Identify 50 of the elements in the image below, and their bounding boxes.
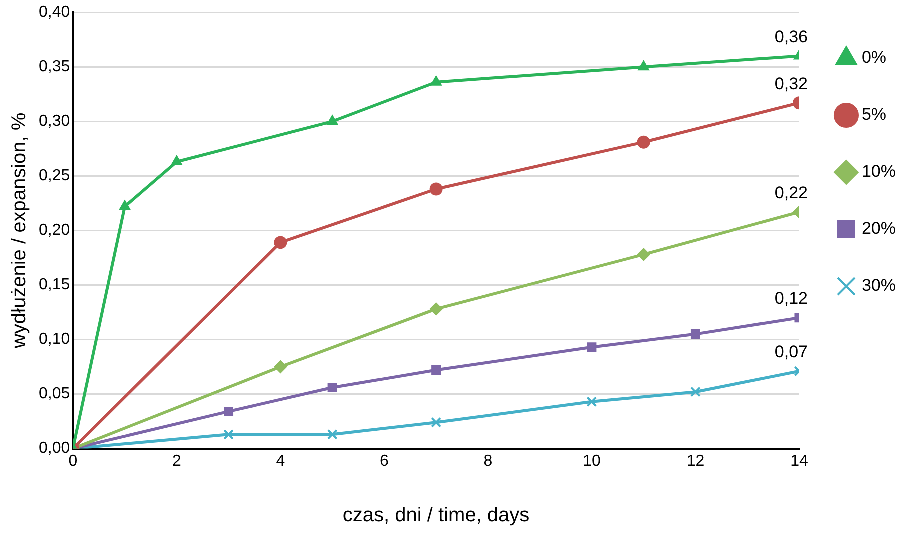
y-tick-label: 0,10 bbox=[39, 331, 70, 348]
point bbox=[224, 429, 234, 440]
point bbox=[431, 417, 442, 428]
legend-label: 0% bbox=[862, 48, 887, 68]
data-label: 0,32 bbox=[774, 74, 808, 94]
point bbox=[638, 60, 650, 71]
x-tick-label: 12 bbox=[686, 452, 705, 470]
y-tick-label: 0,35 bbox=[39, 58, 70, 76]
point bbox=[171, 156, 183, 166]
data-label: 0,07 bbox=[774, 342, 808, 362]
data-label: 0,12 bbox=[774, 289, 808, 308]
legend-label: 10% bbox=[862, 162, 896, 182]
point bbox=[690, 330, 700, 340]
point bbox=[690, 386, 701, 398]
y-tick-label: 0,25 bbox=[39, 168, 70, 185]
point bbox=[327, 429, 338, 440]
legend-label: 30% bbox=[862, 276, 896, 296]
point bbox=[430, 76, 442, 86]
x-tick-label: 10 bbox=[583, 452, 601, 470]
point bbox=[328, 382, 338, 392]
point bbox=[586, 396, 598, 408]
legend-label: 5% bbox=[862, 105, 887, 124]
x-tick-label: 6 bbox=[380, 452, 389, 470]
x-tick-label: 8 bbox=[484, 452, 493, 470]
y-tick-label: 0,20 bbox=[39, 222, 70, 240]
x-tick-label: 2 bbox=[172, 452, 182, 470]
legend-label: 20% bbox=[862, 219, 896, 238]
point bbox=[119, 200, 131, 210]
y-tick-label: 0,15 bbox=[39, 276, 70, 294]
x-axis-title: czas, dni / time, days bbox=[342, 504, 530, 527]
x-tick-label: 0 bbox=[68, 452, 78, 470]
point bbox=[637, 248, 650, 262]
point bbox=[587, 342, 597, 352]
point bbox=[274, 360, 288, 374]
y-axis-title: wydłużenie / expansion, % bbox=[8, 112, 31, 350]
point bbox=[430, 302, 443, 316]
y-tick-label: 0,00 bbox=[39, 440, 70, 458]
point bbox=[637, 136, 650, 149]
data-label: 0,22 bbox=[774, 183, 808, 202]
data-label: 0,36 bbox=[774, 27, 808, 46]
point bbox=[224, 406, 234, 416]
y-tick-label: 0,40 bbox=[39, 4, 70, 22]
x-tick-label: 4 bbox=[276, 452, 286, 470]
point bbox=[326, 115, 338, 126]
x-tick-label: 14 bbox=[790, 452, 808, 470]
y-tick-label: 0,30 bbox=[39, 113, 70, 130]
point bbox=[432, 366, 442, 376]
point bbox=[430, 182, 443, 196]
point bbox=[274, 236, 288, 250]
y-tick-label: 0,05 bbox=[39, 386, 70, 403]
